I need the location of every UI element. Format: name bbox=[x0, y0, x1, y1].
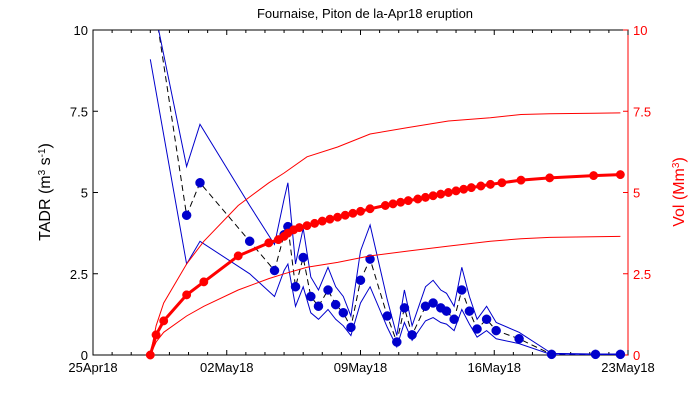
y-left-label-sup2: -1 bbox=[37, 148, 48, 157]
y-right-tick-label: 0 bbox=[633, 348, 640, 363]
series-3-point bbox=[294, 223, 304, 233]
series-3-point bbox=[403, 196, 413, 206]
series-3-point bbox=[325, 214, 335, 224]
series-3-point bbox=[497, 178, 507, 188]
series-0-point bbox=[428, 298, 438, 308]
y-left-tick-label: 7.5 bbox=[70, 104, 88, 119]
series-0-point bbox=[338, 308, 349, 318]
series-3-point bbox=[459, 184, 469, 194]
series-0-point bbox=[195, 178, 205, 188]
series-3-point bbox=[421, 192, 430, 202]
y-left-tick-label: 2.5 bbox=[70, 267, 88, 282]
chart-title: Fournaise, Piton de la-Apr18 eruption bbox=[257, 6, 473, 21]
y-right-tick-label: 5 bbox=[633, 186, 640, 201]
series-2-line bbox=[149, 59, 621, 355]
y-left-tick-label: 5 bbox=[81, 186, 88, 201]
y-left-tick-label: 0 bbox=[81, 348, 88, 363]
series-0-point bbox=[407, 330, 417, 340]
series-3-point bbox=[356, 206, 365, 216]
y-right-tick-label: 10 bbox=[633, 23, 647, 38]
series-0-point bbox=[457, 285, 467, 295]
series-3-point bbox=[310, 218, 320, 228]
series-0-point bbox=[346, 322, 356, 333]
series-0-point bbox=[481, 314, 492, 324]
x-tick-label: 02May18 bbox=[200, 360, 253, 375]
x-tick-label: 09May18 bbox=[334, 360, 387, 375]
series-3-point bbox=[348, 208, 358, 218]
series-3-point bbox=[182, 290, 192, 300]
series-4-line bbox=[149, 112, 621, 355]
series-3-point bbox=[396, 197, 406, 207]
series-3-point bbox=[516, 175, 526, 185]
plot-area: 25Apr18 02May18 09May18 16May18 23May1802.55… bbox=[68, 23, 654, 375]
y-right-label-sup: 3 bbox=[671, 162, 682, 168]
x-tick-label: 23May18 bbox=[601, 360, 654, 375]
y-left-label-mid: s bbox=[37, 157, 54, 169]
series-0-point bbox=[269, 265, 280, 276]
series-0-point bbox=[313, 301, 324, 311]
x-tick-label: 25Apr18 bbox=[68, 360, 117, 375]
series-3-line bbox=[148, 173, 621, 355]
plot-frame bbox=[92, 29, 629, 356]
series-0-point bbox=[392, 337, 402, 347]
series-3-point bbox=[365, 204, 375, 214]
y-right-tick-label: 2.5 bbox=[633, 267, 651, 282]
series-3-point bbox=[413, 194, 423, 204]
y-right-label-end: ) bbox=[671, 157, 688, 162]
y-right-label-base: Vol (Mm bbox=[671, 168, 688, 227]
series-3-point bbox=[388, 199, 398, 209]
y-left-tick-label: 10 bbox=[74, 23, 88, 38]
y-axis-right-label: Vol (Mm3) bbox=[671, 157, 689, 227]
y-axis-left-label: TADR (m3 s-1) bbox=[37, 143, 55, 241]
series-3-point bbox=[466, 183, 476, 193]
series-3-point bbox=[476, 181, 486, 191]
series-3-point bbox=[545, 173, 555, 183]
series-3-point bbox=[485, 179, 495, 189]
series-0-point bbox=[514, 334, 524, 344]
series-0-point bbox=[491, 325, 501, 336]
series-3-point bbox=[443, 188, 453, 197]
series-3-point bbox=[317, 216, 327, 226]
series-3-point bbox=[451, 186, 461, 196]
series-0-point bbox=[181, 210, 192, 220]
series-3-point bbox=[264, 238, 274, 248]
x-tick-label: 16May18 bbox=[468, 360, 521, 375]
series-0-point bbox=[244, 236, 255, 246]
series-3-point bbox=[333, 212, 343, 222]
series-3-point bbox=[340, 210, 350, 220]
series-3-point bbox=[159, 316, 169, 326]
series-0-point bbox=[306, 291, 316, 302]
series-3-point bbox=[199, 277, 209, 287]
series-0-point bbox=[330, 299, 341, 310]
series-0-point bbox=[298, 252, 308, 263]
series-0-point bbox=[365, 254, 375, 264]
series-3-point bbox=[428, 191, 438, 201]
series-0-point bbox=[355, 275, 366, 285]
y-left-label-end: ) bbox=[37, 143, 54, 148]
y-left-label-sup1: 3 bbox=[37, 169, 48, 175]
series-0-point bbox=[323, 285, 333, 295]
series-3-point bbox=[380, 201, 390, 210]
series-1-line bbox=[158, 30, 621, 355]
series-3-point bbox=[233, 251, 243, 261]
series-5-line bbox=[149, 235, 621, 355]
series-3-point bbox=[589, 171, 599, 181]
y-right-tick-label: 7.5 bbox=[633, 104, 651, 119]
series-3-point bbox=[302, 221, 312, 231]
series-3-point bbox=[615, 170, 625, 180]
series-0-point bbox=[290, 282, 301, 292]
series-3-point bbox=[436, 189, 446, 199]
series-0-point bbox=[464, 306, 475, 316]
series-0-point bbox=[441, 306, 452, 316]
y-left-label-base: TADR (m bbox=[37, 175, 54, 240]
